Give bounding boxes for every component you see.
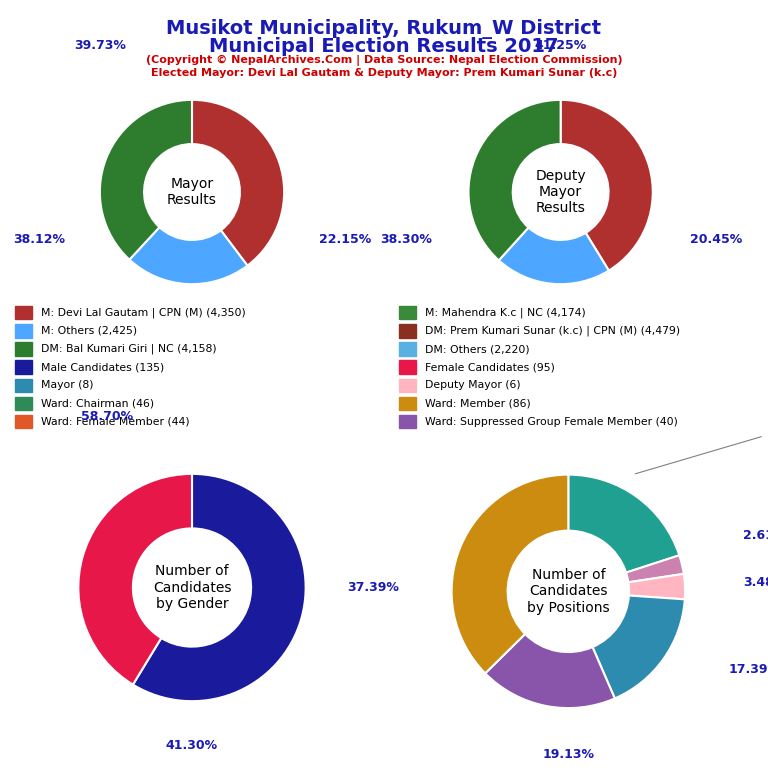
Text: 38.30%: 38.30% [379, 233, 432, 246]
Text: Ward: Suppressed Group Female Member (40): Ward: Suppressed Group Female Member (40… [425, 416, 678, 427]
Text: 22.15%: 22.15% [319, 233, 371, 246]
Text: Female Candidates (95): Female Candidates (95) [425, 362, 555, 372]
Bar [399, 415, 416, 429]
Text: 37.39%: 37.39% [347, 581, 399, 594]
Bar [399, 360, 416, 374]
Bar [399, 306, 416, 319]
Wedge shape [485, 634, 615, 708]
Wedge shape [468, 100, 561, 260]
Bar [15, 360, 32, 374]
Bar [15, 324, 32, 338]
Text: 19.13%: 19.13% [542, 748, 594, 761]
Text: M: Devi Lal Gautam | CPN (M) (4,350): M: Devi Lal Gautam | CPN (M) (4,350) [41, 307, 247, 318]
Text: Mayor (8): Mayor (8) [41, 380, 94, 390]
Text: DM: Prem Kumari Sunar (k.c) | CPN (M) (4,479): DM: Prem Kumari Sunar (k.c) | CPN (M) (4… [425, 326, 680, 336]
Text: 58.70%: 58.70% [81, 410, 133, 423]
Wedge shape [133, 474, 306, 701]
Text: Deputy Mayor (6): Deputy Mayor (6) [425, 380, 521, 390]
Bar [399, 379, 416, 392]
Bar [15, 306, 32, 319]
Wedge shape [192, 100, 284, 266]
Bar [399, 397, 416, 410]
Text: 20.00%: 20.00% [635, 421, 768, 474]
Wedge shape [130, 227, 247, 284]
Text: DM: Others (2,220): DM: Others (2,220) [425, 344, 530, 354]
Wedge shape [626, 555, 684, 582]
Bar [399, 343, 416, 356]
Bar [15, 397, 32, 410]
Wedge shape [628, 574, 685, 599]
Wedge shape [452, 475, 568, 674]
Text: Deputy
Mayor
Results: Deputy Mayor Results [535, 169, 586, 215]
Text: Number of
Candidates
by Positions: Number of Candidates by Positions [527, 568, 610, 614]
Bar [399, 324, 416, 338]
Wedge shape [78, 474, 192, 684]
Text: Ward: Chairman (46): Ward: Chairman (46) [41, 399, 154, 409]
Text: 2.61%: 2.61% [743, 529, 768, 542]
Text: Municipal Election Results 2017: Municipal Election Results 2017 [209, 37, 559, 56]
Text: 38.12%: 38.12% [13, 233, 65, 246]
Text: Ward: Female Member (44): Ward: Female Member (44) [41, 416, 190, 427]
Text: 39.73%: 39.73% [74, 39, 126, 52]
Bar [15, 343, 32, 356]
Text: M: Others (2,425): M: Others (2,425) [41, 326, 137, 336]
Text: M: Mahendra K.c | NC (4,174): M: Mahendra K.c | NC (4,174) [425, 307, 586, 318]
Text: Number of
Candidates
by Gender: Number of Candidates by Gender [153, 564, 231, 611]
Text: Elected Mayor: Devi Lal Gautam & Deputy Mayor: Prem Kumari Sunar (k.c): Elected Mayor: Devi Lal Gautam & Deputy … [151, 68, 617, 78]
Text: (Copyright © NepalArchives.Com | Data Source: Nepal Election Commission): (Copyright © NepalArchives.Com | Data So… [146, 55, 622, 66]
Text: Mayor
Results: Mayor Results [167, 177, 217, 207]
Text: Ward: Member (86): Ward: Member (86) [425, 399, 531, 409]
Bar [15, 415, 32, 429]
Wedge shape [561, 100, 653, 270]
Text: 41.25%: 41.25% [535, 39, 587, 52]
Text: DM: Bal Kumari Giri | NC (4,158): DM: Bal Kumari Giri | NC (4,158) [41, 344, 217, 354]
Text: Musikot Municipality, Rukum_W District: Musikot Municipality, Rukum_W District [167, 19, 601, 39]
Text: 17.39%: 17.39% [729, 663, 768, 676]
Wedge shape [592, 595, 685, 698]
Text: 3.48%: 3.48% [743, 575, 768, 588]
Wedge shape [568, 475, 680, 573]
Text: 41.30%: 41.30% [166, 740, 218, 753]
Wedge shape [100, 100, 192, 260]
Wedge shape [499, 227, 609, 284]
Bar [15, 379, 32, 392]
Text: Male Candidates (135): Male Candidates (135) [41, 362, 164, 372]
Text: 20.45%: 20.45% [690, 233, 742, 246]
